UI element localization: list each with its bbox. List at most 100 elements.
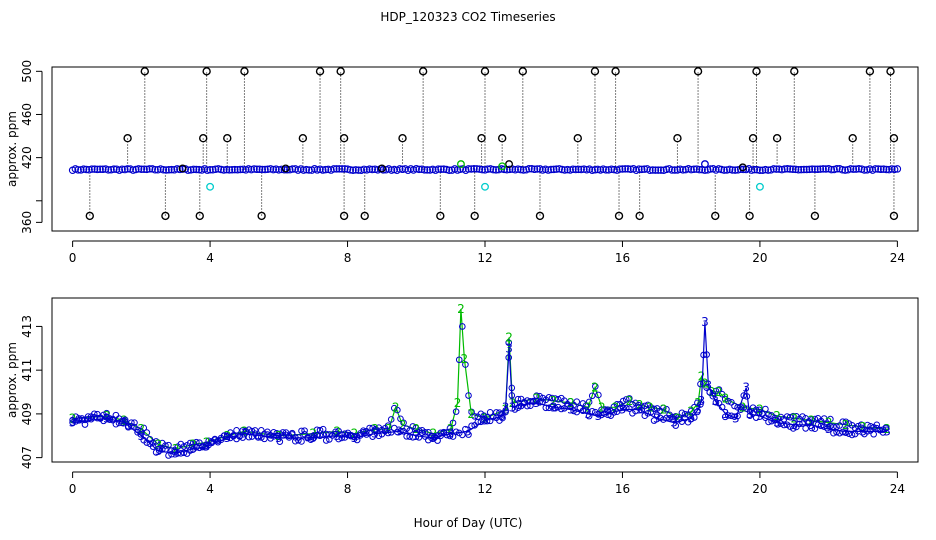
outlier-point	[738, 163, 747, 172]
series-point	[415, 434, 423, 441]
series-symbol-3: 3	[694, 403, 702, 417]
baseline-point	[610, 165, 618, 174]
series-point	[725, 412, 732, 419]
baseline-point	[714, 165, 723, 173]
series-point	[542, 404, 550, 412]
top-x-tick-label: 4	[206, 251, 214, 265]
series-point	[468, 408, 475, 416]
baseline-point	[123, 165, 132, 173]
series-point	[326, 431, 333, 438]
series-point	[545, 394, 553, 401]
baseline-point	[871, 165, 880, 173]
series-symbol-2: 2	[120, 413, 128, 427]
bottom-y-tick-label: 409	[20, 402, 34, 425]
low-spike-point	[535, 211, 545, 221]
series-point	[128, 422, 135, 430]
series-point	[174, 450, 182, 457]
baseline-point	[808, 165, 816, 173]
series-point	[446, 425, 454, 432]
baseline-point	[239, 165, 247, 174]
series-symbol-2: 2	[447, 422, 455, 436]
baseline-point	[687, 165, 695, 174]
series-point	[557, 405, 565, 413]
series-point	[762, 414, 769, 422]
baseline-point	[398, 165, 407, 174]
baseline-point	[473, 165, 481, 173]
baseline-point	[731, 166, 739, 174]
series-point	[103, 414, 110, 421]
series-point	[867, 422, 874, 430]
series-symbol-2: 2	[687, 405, 695, 419]
low-spike-point	[810, 211, 820, 221]
high-spike-point	[223, 134, 232, 143]
series-symbol-3: 3	[351, 431, 359, 445]
series-point	[703, 351, 710, 358]
series-point	[152, 438, 160, 445]
series-point	[366, 424, 373, 432]
series-point	[196, 444, 203, 452]
series-point	[499, 414, 506, 422]
series-line-3	[72, 322, 888, 454]
series-symbol-2: 2	[790, 411, 798, 425]
series-point	[75, 417, 83, 424]
baseline-point	[96, 165, 104, 173]
baseline-point	[258, 165, 267, 174]
series-point	[527, 402, 534, 409]
series-symbol-3: 3	[395, 424, 403, 438]
series-symbol-3: 3	[773, 416, 781, 430]
series-symbol-3: 3	[120, 416, 128, 430]
series-point	[551, 395, 559, 402]
series-point	[700, 351, 707, 359]
baseline-point	[544, 166, 552, 174]
series-symbol-2: 2	[371, 422, 379, 436]
series-point	[836, 429, 843, 437]
high-spike-point	[418, 67, 428, 76]
series-point	[344, 431, 352, 439]
series-point	[387, 416, 395, 423]
series-symbol-2: 2	[567, 396, 575, 410]
baseline-point	[893, 165, 902, 173]
series-point	[245, 426, 253, 434]
series-point	[468, 422, 475, 430]
series-point	[257, 434, 265, 441]
series-point	[827, 422, 834, 430]
series-point	[295, 437, 302, 444]
baseline-point	[261, 165, 269, 174]
series-symbol-2: 2	[189, 438, 197, 452]
series-symbol-2: 2	[505, 330, 513, 344]
series-point	[304, 434, 311, 442]
baseline-point	[607, 165, 616, 174]
series-point	[681, 410, 689, 418]
baseline-point	[640, 165, 649, 173]
baseline-point	[624, 165, 632, 173]
series-point	[400, 419, 407, 427]
series-point	[814, 421, 822, 429]
baseline-point	[74, 166, 82, 174]
series-point	[409, 423, 417, 430]
series-point	[214, 438, 222, 446]
series-point	[774, 421, 782, 428]
series-symbol-3: 3	[756, 409, 764, 423]
series-symbol-3: 3	[241, 427, 249, 441]
series-point	[622, 396, 630, 403]
baseline-point	[800, 165, 808, 174]
baseline-point	[533, 165, 541, 173]
baseline-point	[530, 165, 539, 174]
series-point	[833, 428, 840, 436]
series-point	[270, 433, 277, 440]
series-point	[319, 431, 327, 439]
series-point	[564, 402, 571, 410]
top-x-tick-label: 24	[890, 251, 905, 265]
series-point	[864, 427, 871, 435]
series-symbol-2: 2	[660, 403, 668, 417]
high-spike-point	[748, 134, 758, 143]
series-point	[827, 415, 834, 423]
high-spike-point	[398, 134, 407, 143]
baseline-point	[228, 165, 236, 174]
baseline-point	[874, 165, 882, 173]
baseline-point	[420, 166, 429, 174]
series-point	[273, 432, 281, 440]
series-symbol-3: 3	[69, 416, 77, 430]
series-point	[72, 418, 80, 425]
